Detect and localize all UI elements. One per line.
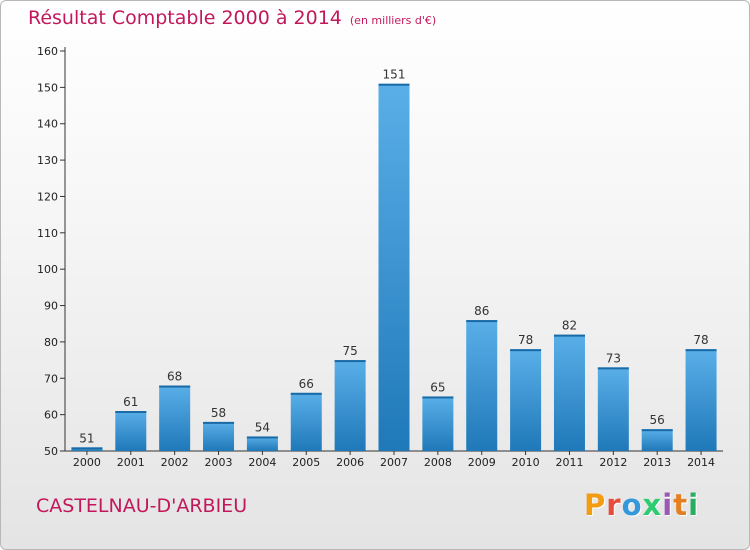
- chart-title: Résultat Comptable 2000 à 2014 (en millie…: [28, 7, 436, 29]
- x-tick-label: 2000: [73, 456, 101, 469]
- x-tick-label: 2009: [468, 456, 496, 469]
- data-label-2011: 82: [562, 319, 577, 333]
- bar-top-edge: [290, 392, 322, 395]
- bar-top-edge: [422, 396, 454, 399]
- bar-top-edge: [115, 411, 147, 413]
- bar-2007: [378, 83, 410, 452]
- x-tick-label: 2010: [512, 456, 540, 469]
- bar-top-edge: [641, 429, 673, 432]
- x-tick-label: 2011: [555, 456, 583, 469]
- bar-top-edge: [378, 83, 410, 86]
- bar-2009: [466, 320, 498, 451]
- bar-2010: [510, 349, 542, 451]
- x-tick-label: 2004: [248, 456, 276, 469]
- chart-title-text: Résultat Comptable 2000 à 2014: [28, 7, 342, 29]
- chart-unit: (en milliers d'€): [349, 14, 437, 27]
- data-label-2000: 51: [79, 431, 94, 445]
- x-tick-label: 2003: [205, 456, 233, 469]
- bar-2001: [115, 411, 147, 451]
- data-label-2009: 86: [474, 304, 489, 318]
- data-label-2013: 56: [650, 413, 665, 427]
- y-tick-label: 90: [44, 300, 58, 313]
- x-tick-label: 2005: [292, 456, 320, 469]
- x-tick-label: 2001: [117, 456, 145, 469]
- data-label-2001: 61: [123, 395, 138, 409]
- bar-top-edge: [466, 320, 498, 323]
- y-tick-label: 110: [37, 227, 58, 240]
- bar-top-edge: [71, 447, 103, 450]
- logo-letter: i: [688, 488, 700, 522]
- data-label-2003: 58: [211, 406, 226, 420]
- bar-2014: [685, 349, 717, 451]
- logo-letter: o: [621, 488, 643, 522]
- bar-top-edge: [510, 349, 542, 352]
- bar-2004: [246, 436, 278, 451]
- y-tick-label: 160: [37, 45, 58, 58]
- bar-2013: [641, 429, 673, 451]
- data-label-2006: 75: [342, 344, 357, 358]
- x-tick-label: 2002: [161, 456, 189, 469]
- x-tick-label: 2014: [687, 456, 715, 469]
- bar-top-edge: [246, 436, 278, 439]
- bar-top-edge: [553, 334, 585, 337]
- proxiti-logo: Proxiti: [584, 488, 699, 522]
- x-tick-label: 2007: [380, 456, 408, 469]
- x-tick-label: 2006: [336, 456, 364, 469]
- data-label-2014: 78: [693, 333, 708, 347]
- bar-2002: [159, 385, 191, 451]
- data-label-2008: 65: [430, 380, 445, 394]
- logo-letter: x: [642, 488, 663, 522]
- y-tick-label: 70: [44, 372, 58, 385]
- bar-2012: [597, 367, 629, 451]
- y-tick-label: 130: [37, 154, 58, 167]
- bar-top-edge: [685, 349, 717, 352]
- place-name: CASTELNAU-D'ARBIEU: [36, 495, 248, 517]
- data-label-2007: 151: [383, 68, 406, 82]
- x-tick-label: 2013: [643, 456, 671, 469]
- x-tick-label: 2008: [424, 456, 452, 469]
- y-tick-label: 140: [37, 118, 58, 131]
- x-tick-label: 2012: [599, 456, 627, 469]
- bar-top-edge: [334, 360, 366, 363]
- bar-top-edge: [159, 385, 191, 388]
- data-label-2012: 73: [606, 351, 621, 365]
- bar-2011: [553, 334, 585, 451]
- bar-2005: [290, 392, 322, 451]
- y-tick-label: 150: [37, 81, 58, 94]
- data-label-2005: 66: [299, 377, 314, 391]
- bar-2008: [422, 396, 454, 451]
- y-tick-label: 100: [37, 263, 58, 276]
- data-label-2004: 54: [255, 420, 270, 434]
- y-tick-label: 80: [44, 336, 58, 349]
- logo-letter: P: [584, 488, 607, 522]
- logo-letter: i: [662, 488, 674, 522]
- bar-2006: [334, 360, 366, 451]
- bar-top-edge: [597, 367, 629, 370]
- logo-letter: r: [606, 488, 622, 522]
- data-label-2002: 68: [167, 370, 182, 384]
- y-tick-label: 60: [44, 409, 58, 422]
- bar-top-edge: [203, 421, 235, 424]
- bar-2003: [203, 421, 235, 451]
- logo-letter: t: [673, 488, 689, 522]
- y-tick-label: 120: [37, 190, 58, 203]
- y-tick-label: 50: [44, 445, 58, 458]
- data-label-2010: 78: [518, 333, 533, 347]
